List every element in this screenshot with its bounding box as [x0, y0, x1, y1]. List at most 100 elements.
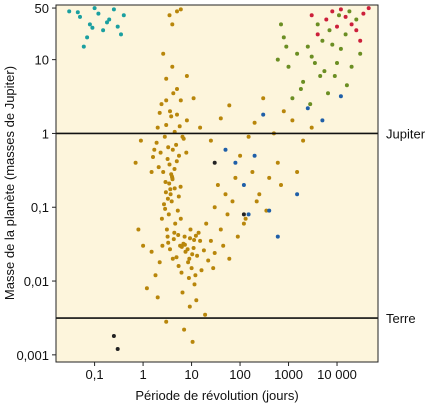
data-point	[121, 13, 126, 18]
data-point	[243, 216, 248, 221]
data-point	[166, 212, 171, 217]
data-point	[177, 124, 182, 129]
data-point	[187, 304, 192, 309]
data-point	[172, 186, 177, 191]
data-point	[182, 242, 187, 247]
data-point	[164, 319, 169, 324]
ref-label-terre: Terre	[386, 311, 416, 326]
y-tick-label: 0,001	[16, 348, 49, 363]
data-point	[290, 118, 295, 123]
data-point	[361, 11, 366, 16]
data-point	[218, 116, 223, 121]
data-point	[171, 91, 176, 96]
data-point	[198, 125, 203, 130]
data-point	[335, 24, 339, 29]
data-point	[167, 13, 172, 18]
data-point	[190, 339, 195, 344]
data-point	[158, 150, 163, 155]
data-point	[187, 256, 192, 261]
data-point	[174, 142, 179, 147]
plot-frame	[55, 4, 379, 363]
data-point	[193, 233, 198, 238]
data-points	[67, 6, 371, 351]
data-point	[238, 153, 243, 158]
data-point	[281, 35, 286, 40]
data-point	[155, 295, 160, 300]
data-point	[233, 160, 238, 165]
data-point	[305, 44, 310, 49]
data-point	[246, 134, 251, 139]
data-point	[194, 298, 199, 303]
data-point	[167, 162, 172, 167]
data-point	[178, 216, 183, 221]
data-point	[164, 227, 169, 232]
data-point	[191, 246, 196, 250]
data-point	[275, 160, 280, 165]
data-point	[343, 32, 348, 37]
data-point	[233, 175, 238, 180]
data-point	[186, 260, 191, 265]
data-point	[275, 57, 280, 62]
data-point	[153, 273, 158, 278]
y-tick-label: 1	[42, 126, 49, 141]
data-point	[155, 125, 160, 130]
data-point	[195, 253, 200, 258]
data-point	[320, 118, 325, 123]
data-point	[215, 183, 220, 187]
data-point	[218, 227, 223, 232]
data-point	[324, 17, 329, 22]
data-point	[330, 9, 335, 14]
data-point	[175, 9, 179, 14]
data-point	[165, 234, 170, 239]
data-point	[332, 74, 337, 78]
data-point	[160, 243, 165, 248]
data-point	[164, 76, 169, 81]
data-point	[185, 247, 190, 252]
data-point	[354, 28, 359, 33]
data-point	[230, 199, 235, 204]
data-point	[201, 248, 206, 253]
data-point	[275, 234, 280, 239]
data-point	[252, 153, 257, 158]
data-point	[241, 183, 246, 187]
data-point	[173, 221, 178, 226]
data-point	[257, 192, 262, 197]
y-axis-title: Masse de la planète (masses de Jupiter)	[2, 66, 17, 300]
data-point	[111, 334, 116, 338]
data-point	[225, 212, 230, 217]
x-tick-label: 0,1	[86, 367, 104, 382]
data-point	[312, 61, 317, 65]
data-point	[163, 190, 168, 195]
data-point	[309, 125, 314, 130]
data-point	[172, 167, 177, 171]
data-point	[164, 123, 169, 127]
data-point	[235, 234, 240, 239]
data-point	[315, 32, 320, 37]
data-point	[115, 24, 120, 29]
data-point	[168, 247, 172, 252]
x-tick-label: 1	[139, 367, 146, 382]
data-point	[223, 147, 228, 152]
data-point	[264, 208, 269, 213]
data-point	[161, 51, 166, 56]
data-point	[174, 159, 179, 164]
data-point	[284, 44, 289, 49]
data-point	[349, 22, 354, 27]
data-point	[141, 243, 146, 248]
data-point	[192, 282, 197, 287]
data-point	[330, 42, 335, 47]
data-point	[182, 327, 187, 332]
data-point	[92, 6, 97, 11]
data-point	[105, 20, 109, 25]
data-point	[165, 157, 170, 161]
data-point	[179, 270, 184, 275]
data-point	[301, 79, 306, 84]
data-point	[107, 17, 112, 22]
data-point	[320, 38, 325, 43]
data-point	[168, 109, 172, 114]
data-point	[322, 69, 327, 74]
data-point	[309, 54, 314, 59]
data-point	[175, 208, 180, 213]
data-point	[267, 208, 272, 213]
x-axis: 0,1 1 10 100 1000 10 000	[86, 362, 357, 382]
